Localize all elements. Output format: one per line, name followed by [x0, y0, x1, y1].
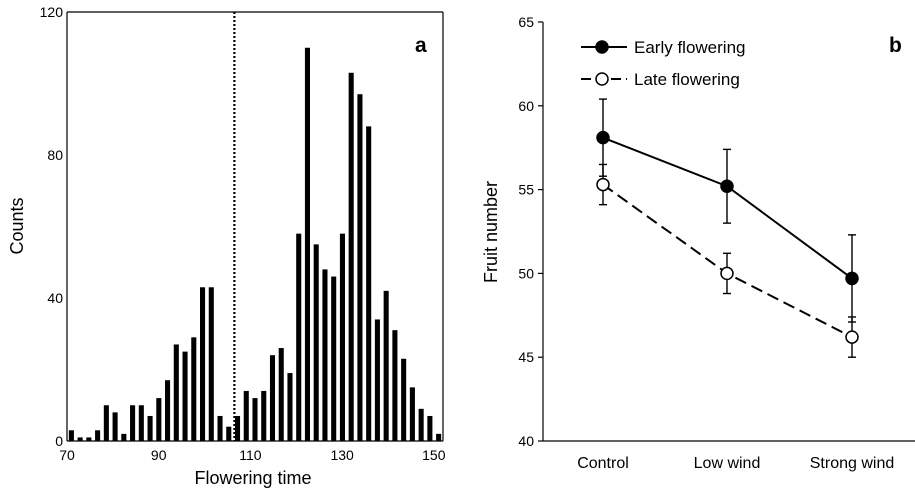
data-point [845, 330, 859, 344]
y-tick-labels: 0 40 80 120 [40, 4, 64, 449]
histogram-bar [383, 290, 389, 441]
histogram-bar [392, 330, 398, 441]
histogram-bar [173, 344, 179, 441]
histogram-bar [199, 287, 206, 441]
histogram-bar [331, 276, 337, 441]
x-axis-label: Flowering time [194, 468, 311, 488]
histogram-bar [322, 269, 328, 441]
histogram-bar [296, 233, 302, 441]
x-tick-labels: 70 90 110 130 150 [59, 447, 446, 463]
histogram-bar [436, 433, 442, 441]
y-axis-label: Counts [7, 197, 27, 254]
histogram-bar [208, 287, 214, 441]
data-point [720, 179, 734, 193]
y-axis-label: Fruit number [481, 181, 501, 283]
legend-marker [595, 40, 609, 54]
y-tick-label: 80 [47, 147, 63, 163]
histogram-bar [191, 337, 197, 441]
histogram-bar [313, 244, 319, 441]
histogram-bar [156, 398, 162, 441]
histogram-bar [261, 390, 267, 441]
y-tick-label: 40 [518, 433, 534, 449]
histogram-bar [226, 426, 232, 441]
histogram-bar [95, 430, 101, 441]
x-tick-label: 90 [151, 447, 167, 463]
legend-item: Early flowering [581, 38, 746, 57]
y-tick-label: 60 [518, 98, 534, 114]
histogram-bar [130, 405, 136, 441]
histogram-bar [147, 415, 153, 441]
category-labels: Control Low wind Strong wind [577, 455, 894, 472]
histogram-bar [182, 351, 188, 441]
legend-label: Early flowering [634, 38, 746, 57]
histogram-bar [366, 126, 372, 442]
x-tick-label: 110 [239, 447, 262, 463]
histogram-bar [243, 390, 249, 441]
category-label: Low wind [694, 455, 761, 472]
y-tick-label: 50 [518, 265, 534, 281]
histogram-bar [165, 380, 171, 441]
histogram-bars [68, 47, 442, 442]
histogram-bar [427, 415, 433, 441]
series-early-flowering [596, 98, 859, 323]
histogram-bar [287, 373, 293, 441]
category-label: Strong wind [810, 455, 895, 472]
legend: Early flowering Late flowering [581, 38, 746, 89]
histogram-bar [401, 358, 407, 441]
histogram-bar [418, 408, 424, 441]
y-tick-label: 55 [518, 182, 534, 198]
y-tick-label: 40 [47, 290, 63, 306]
histogram-bar [348, 72, 354, 442]
y-tick-label: 65 [518, 14, 534, 30]
histogram-bar [234, 415, 241, 441]
x-tick-label: 70 [59, 447, 75, 463]
histogram-bar [252, 398, 258, 441]
data-point [596, 177, 610, 192]
y-tick-label: 45 [518, 349, 534, 365]
data-point [845, 271, 859, 286]
histogram-bar [339, 233, 345, 441]
histogram-bar [374, 319, 380, 441]
panel-label-b: b [889, 34, 902, 57]
y-tick-labels: 40 45 50 55 60 65 [518, 14, 543, 449]
data-point [720, 266, 734, 281]
histogram-bar [357, 94, 363, 441]
category-label: Control [577, 455, 629, 472]
series-group [596, 98, 859, 358]
panel-label-a: a [415, 34, 427, 57]
legend-item: Late flowering [581, 70, 740, 89]
histogram-bar [103, 405, 109, 441]
histogram-bar [217, 415, 223, 441]
histogram-bar [112, 412, 118, 441]
histogram-bar [409, 387, 415, 441]
histogram-bar [121, 433, 127, 441]
x-tick-label: 130 [330, 447, 354, 463]
histogram-bar [86, 437, 92, 441]
x-tick-label: 150 [422, 447, 446, 463]
histogram-bar [269, 355, 276, 441]
y-tick-label: 120 [40, 4, 64, 20]
histogram-bar [138, 405, 144, 441]
histogram-bar [304, 47, 311, 441]
histogram-bar [77, 437, 83, 441]
legend-marker [595, 72, 609, 86]
y-tick-label: 0 [55, 433, 63, 449]
legend-label: Late flowering [634, 70, 740, 89]
data-point [596, 130, 610, 145]
histogram-bar [68, 430, 74, 441]
histogram-bar [278, 348, 284, 441]
